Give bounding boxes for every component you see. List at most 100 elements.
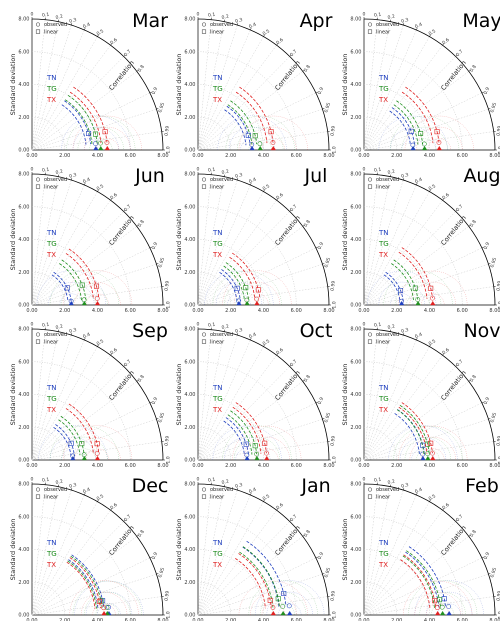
corr-ray — [363, 56, 456, 151]
corr-axis-title: Correlation — [439, 214, 468, 247]
model-std-arc — [223, 265, 245, 301]
rmsd-contour — [85, 293, 110, 306]
rmsd-contour — [394, 281, 442, 306]
x-tick-label: 8.00 — [323, 153, 334, 159]
model-marker-tg — [243, 285, 249, 291]
model-std-arc — [400, 559, 431, 609]
corr-tick — [455, 54, 458, 57]
x-tick-label: 4.00 — [258, 463, 269, 469]
corr-tick-label: 0.7 — [289, 359, 298, 368]
rmsd-contour — [250, 591, 297, 616]
legend-square — [367, 184, 373, 189]
std-grid-arc — [363, 239, 430, 306]
corr-ray — [197, 56, 290, 151]
y-tick-label: 0.00 — [18, 148, 29, 154]
x-tick-label: 4.00 — [424, 618, 435, 621]
series-label-tg: TG — [212, 395, 223, 403]
y-tick-label: 6.00 — [350, 359, 361, 365]
std-axis-title: Standard deviation — [9, 519, 17, 581]
corr-tick-label: 0.95 — [489, 102, 498, 114]
corr-tick — [149, 556, 152, 559]
x-tick-label: 6.00 — [291, 308, 302, 314]
rmsd-contour — [399, 436, 447, 461]
series-label-tg: TG — [378, 395, 389, 403]
model-std-arc — [67, 94, 98, 144]
corr-tick-label: 0.95 — [323, 257, 332, 269]
y-tick-label: 8.00 — [350, 327, 361, 333]
corr-tick-label: 0.9 — [151, 551, 160, 560]
model-std-arc — [391, 263, 414, 301]
corr-tick-label: 0.1 — [374, 12, 382, 19]
rmsd-contour — [77, 126, 124, 151]
model-std-arc — [65, 408, 94, 454]
model-marker-tn — [68, 440, 74, 446]
corr-ray — [363, 174, 378, 306]
corr-tick — [429, 344, 431, 347]
corr-tick-label: 0.6 — [275, 37, 285, 46]
model-std-arc — [221, 269, 241, 301]
y-tick-label: 2.00 — [350, 580, 361, 586]
rmsd-contour — [426, 603, 450, 616]
rmsd-contour — [74, 580, 144, 616]
rmsd-contour — [61, 448, 85, 461]
model-std-arc — [65, 253, 94, 299]
legend-label: observed — [44, 177, 67, 183]
model-std-arc — [70, 555, 103, 609]
legend-label: observed — [44, 22, 67, 28]
corr-ray — [363, 247, 482, 306]
corr-tick — [250, 493, 252, 496]
model-marker-tg — [98, 598, 104, 604]
corr-axis-title: Correlation — [273, 524, 302, 557]
corr-tick-label: 0.4 — [414, 22, 423, 30]
corr-ray — [363, 402, 482, 461]
corr-ray — [197, 247, 316, 306]
corr-tick — [455, 209, 458, 212]
corr-tick — [289, 519, 292, 522]
observed-reference-tx — [435, 610, 441, 616]
corr-tick — [468, 535, 471, 537]
corr-tick — [468, 380, 471, 382]
corr-tick-label: 0.9 — [483, 396, 492, 405]
model-std-arc — [403, 554, 437, 608]
corr-tick — [110, 198, 113, 201]
corr-tick-label: 0.2 — [387, 14, 395, 21]
taylor-panel-aug: 0 0.1 0.2 0.3 0.4 0.5 0.6 0.7 0.8 0.9 0.95 0.99 1.0 C… — [341, 165, 500, 314]
rmsd-contour — [95, 138, 119, 151]
observed-marker-tn — [236, 298, 242, 304]
corr-ray — [363, 494, 417, 616]
corr-tick-label: 0.6 — [109, 192, 119, 201]
corr-tick — [302, 380, 305, 382]
model-std-arc — [401, 91, 434, 144]
model-std-arc — [53, 426, 72, 457]
x-tick-label: 6.00 — [457, 618, 468, 621]
legend-label: linear — [376, 494, 391, 500]
legend-label: observed — [44, 487, 67, 493]
corr-ray — [363, 211, 456, 306]
std-grid-arc — [31, 427, 65, 461]
y-tick-label: 4.00 — [350, 547, 361, 553]
rmsd-contour — [430, 603, 455, 616]
month-title: Jun — [134, 165, 165, 187]
y-tick-label: 0.00 — [350, 148, 361, 154]
corr-ray — [31, 536, 137, 616]
x-tick-label: 8.00 — [489, 308, 500, 314]
corr-ray — [363, 510, 443, 616]
rmsd-contour — [222, 425, 292, 461]
rmsd-contour — [248, 138, 272, 151]
corr-tick — [302, 224, 305, 227]
model-std-arc — [406, 550, 441, 608]
corr-tick — [110, 43, 113, 46]
legend-label: linear — [210, 29, 225, 35]
series-label-tg: TG — [212, 240, 223, 248]
corr-tick-label: 0.8 — [137, 374, 146, 384]
rmsd-contour — [92, 603, 116, 616]
x-tick-label: 4.00 — [424, 308, 435, 314]
observed-reference-tn — [410, 145, 416, 151]
model-marker-tx — [102, 129, 108, 135]
legend-label: linear — [376, 339, 391, 345]
series-label-tn: TN — [212, 539, 223, 547]
y-tick-label: 4.00 — [18, 392, 29, 398]
rmsd-contour — [245, 293, 269, 306]
corr-tick-label: 0.5 — [96, 493, 105, 502]
corr-tick-label: 1.0 — [498, 456, 500, 463]
